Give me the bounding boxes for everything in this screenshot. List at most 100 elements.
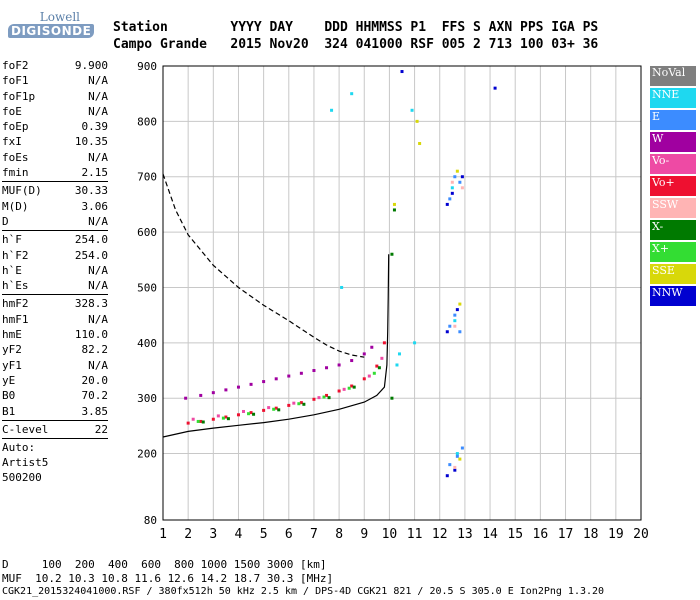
- x-tick-label: 10: [382, 527, 398, 542]
- param-value: 3.06: [81, 199, 109, 213]
- y-tick-label: 900: [137, 60, 157, 73]
- data-point: [460, 186, 464, 190]
- legend-item: SSW: [650, 198, 696, 218]
- data-point: [350, 384, 354, 388]
- y-tick-label: 80: [144, 514, 157, 527]
- data-point: [272, 407, 276, 411]
- param-row: h`F 254.0: [2, 232, 108, 247]
- x-tick-label: 12: [432, 527, 448, 542]
- data-point: [445, 202, 449, 206]
- data-point: [312, 369, 316, 373]
- data-point: [247, 412, 251, 416]
- x-tick-label: 4: [235, 527, 243, 542]
- data-point: [453, 175, 457, 179]
- param-row: foEs N/A: [2, 150, 108, 165]
- data-point: [224, 415, 228, 419]
- legend: NoVal NNE E W Vo- Vo+ SSW X- X+ SSE NNW: [650, 66, 696, 308]
- data-point: [410, 108, 414, 112]
- data-point: [413, 341, 417, 345]
- data-point: [327, 396, 331, 400]
- param-label: yF2: [2, 343, 22, 357]
- logo-line1: Lowell: [39, 10, 80, 24]
- legend-item: NNW: [650, 286, 696, 306]
- data-point: [340, 285, 344, 289]
- data-point: [460, 446, 464, 450]
- param-label: h`Es: [2, 279, 29, 293]
- x-tick-label: 7: [310, 527, 318, 542]
- data-point: [337, 389, 341, 393]
- data-point: [448, 463, 452, 467]
- data-point: [312, 397, 316, 401]
- footer-muf-row: MUF 10.2 10.3 10.8 11.6 12.6 14.2 18.7 3…: [2, 572, 334, 585]
- data-point: [226, 417, 230, 421]
- data-point: [352, 385, 356, 389]
- data-point: [221, 416, 225, 420]
- x-tick-label: 1: [159, 527, 167, 542]
- param-value: 0.39: [81, 120, 109, 134]
- param-row: yF2 82.2: [2, 342, 108, 357]
- data-point: [267, 406, 271, 410]
- x-tick-label: 3: [209, 527, 217, 542]
- legend-item: Vo-: [650, 154, 696, 174]
- data-point: [184, 396, 188, 400]
- data-point: [299, 401, 303, 405]
- y-tick-label: 300: [137, 392, 157, 405]
- data-point: [342, 387, 346, 391]
- data-point: [242, 409, 246, 413]
- param-row: h`F2 254.0: [2, 248, 108, 263]
- param-value: 254.0: [74, 248, 108, 262]
- param-value: 110.0: [74, 328, 108, 342]
- data-point: [347, 386, 351, 390]
- data-point: [455, 169, 459, 173]
- x-tick-label: 5: [260, 527, 268, 542]
- param-value: 20.0: [81, 373, 109, 387]
- param-label: hmF1: [2, 312, 29, 326]
- data-point: [448, 324, 452, 328]
- param-value: N/A: [88, 89, 108, 103]
- x-tick-label: 20: [633, 527, 649, 542]
- y-tick-label: 400: [137, 337, 157, 350]
- param-label: h`F: [2, 233, 22, 247]
- data-point: [292, 401, 296, 405]
- data-point: [458, 457, 462, 461]
- data-point: [460, 175, 464, 179]
- data-point: [325, 366, 329, 370]
- y-tick-label: 600: [137, 226, 157, 239]
- legend-item: Vo+: [650, 176, 696, 196]
- param-label: hmE: [2, 328, 22, 342]
- data-point: [397, 352, 401, 356]
- data-point: [186, 421, 190, 425]
- param-value: N/A: [88, 263, 108, 277]
- param-label: foE: [2, 104, 22, 118]
- data-point: [299, 371, 303, 375]
- param-label: hmF2: [2, 297, 29, 311]
- data-point: [297, 402, 301, 406]
- param-label: C-level: [2, 422, 49, 436]
- legend-item: NNE: [650, 88, 696, 108]
- data-point: [236, 413, 240, 417]
- data-point: [453, 319, 457, 323]
- data-point: [448, 197, 452, 201]
- data-point: [367, 374, 371, 378]
- data-point: [375, 364, 379, 368]
- param-value: 82.2: [81, 343, 109, 357]
- data-point: [224, 388, 228, 392]
- x-tick-label: 19: [608, 527, 624, 542]
- data-point: [453, 324, 457, 328]
- data-point: [390, 396, 394, 400]
- param-row: foF2 9.900: [2, 58, 108, 73]
- y-tick-label: 700: [137, 171, 157, 184]
- param-row: hmE 110.0: [2, 327, 108, 342]
- logo-line2: DIGISONDE: [8, 24, 95, 38]
- param-note: 500200: [2, 471, 42, 485]
- param-label: foF1: [2, 74, 29, 88]
- param-value: 9.900: [74, 59, 108, 72]
- data-point: [287, 374, 291, 378]
- data-point: [392, 202, 396, 206]
- data-point: [458, 180, 462, 184]
- legend-item: E: [650, 110, 696, 130]
- param-separator: [2, 294, 108, 296]
- data-point: [362, 377, 366, 381]
- x-tick-label: 2: [184, 527, 192, 542]
